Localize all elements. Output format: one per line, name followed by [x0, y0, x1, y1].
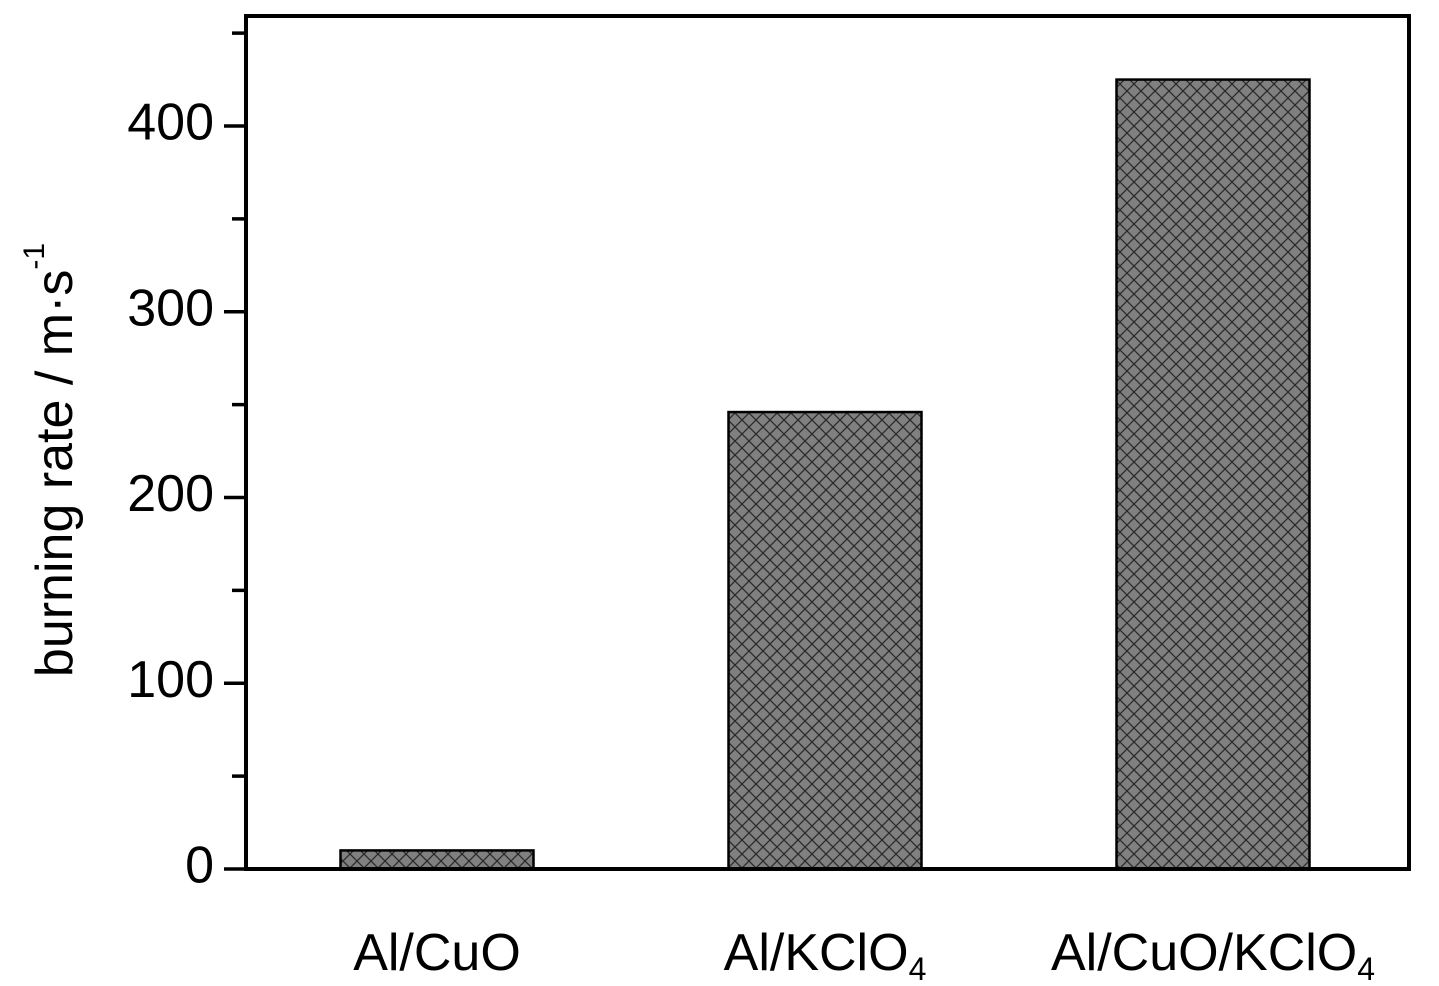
- x-tick-label-al-kclo4: Al/KClO4: [724, 924, 927, 986]
- x-axis-tick-labels: Al/CuO Al/KClO4 Al/CuO/KClO4: [353, 924, 1375, 986]
- bar-al-cuo: [339, 849, 535, 871]
- y-axis-title-superscript: -1: [18, 243, 51, 270]
- y-tick-label-400: 400: [127, 94, 214, 152]
- y-tick-label-300: 300: [127, 279, 214, 337]
- bar-al-cuo-kclo4: [1115, 78, 1311, 871]
- plot-frame: [244, 14, 1411, 871]
- x-tick-label-al-cuo-kclo4: Al/CuO/KClO4: [1051, 924, 1375, 986]
- bar-al-kclo4: [727, 410, 923, 871]
- y-axis-ticks: 0 100 200 300 400: [127, 31, 246, 895]
- y-tick-label-100: 100: [127, 651, 214, 709]
- x-tick-label-al-cuo: Al/CuO: [353, 924, 521, 982]
- y-axis-title: burning rate / m·s-1: [18, 243, 84, 677]
- y-tick-label-0: 0: [185, 837, 214, 895]
- y-axis-title-text: burning rate / m·s: [26, 270, 84, 678]
- bars-group: [339, 78, 1311, 871]
- y-tick-label-200: 200: [127, 465, 214, 523]
